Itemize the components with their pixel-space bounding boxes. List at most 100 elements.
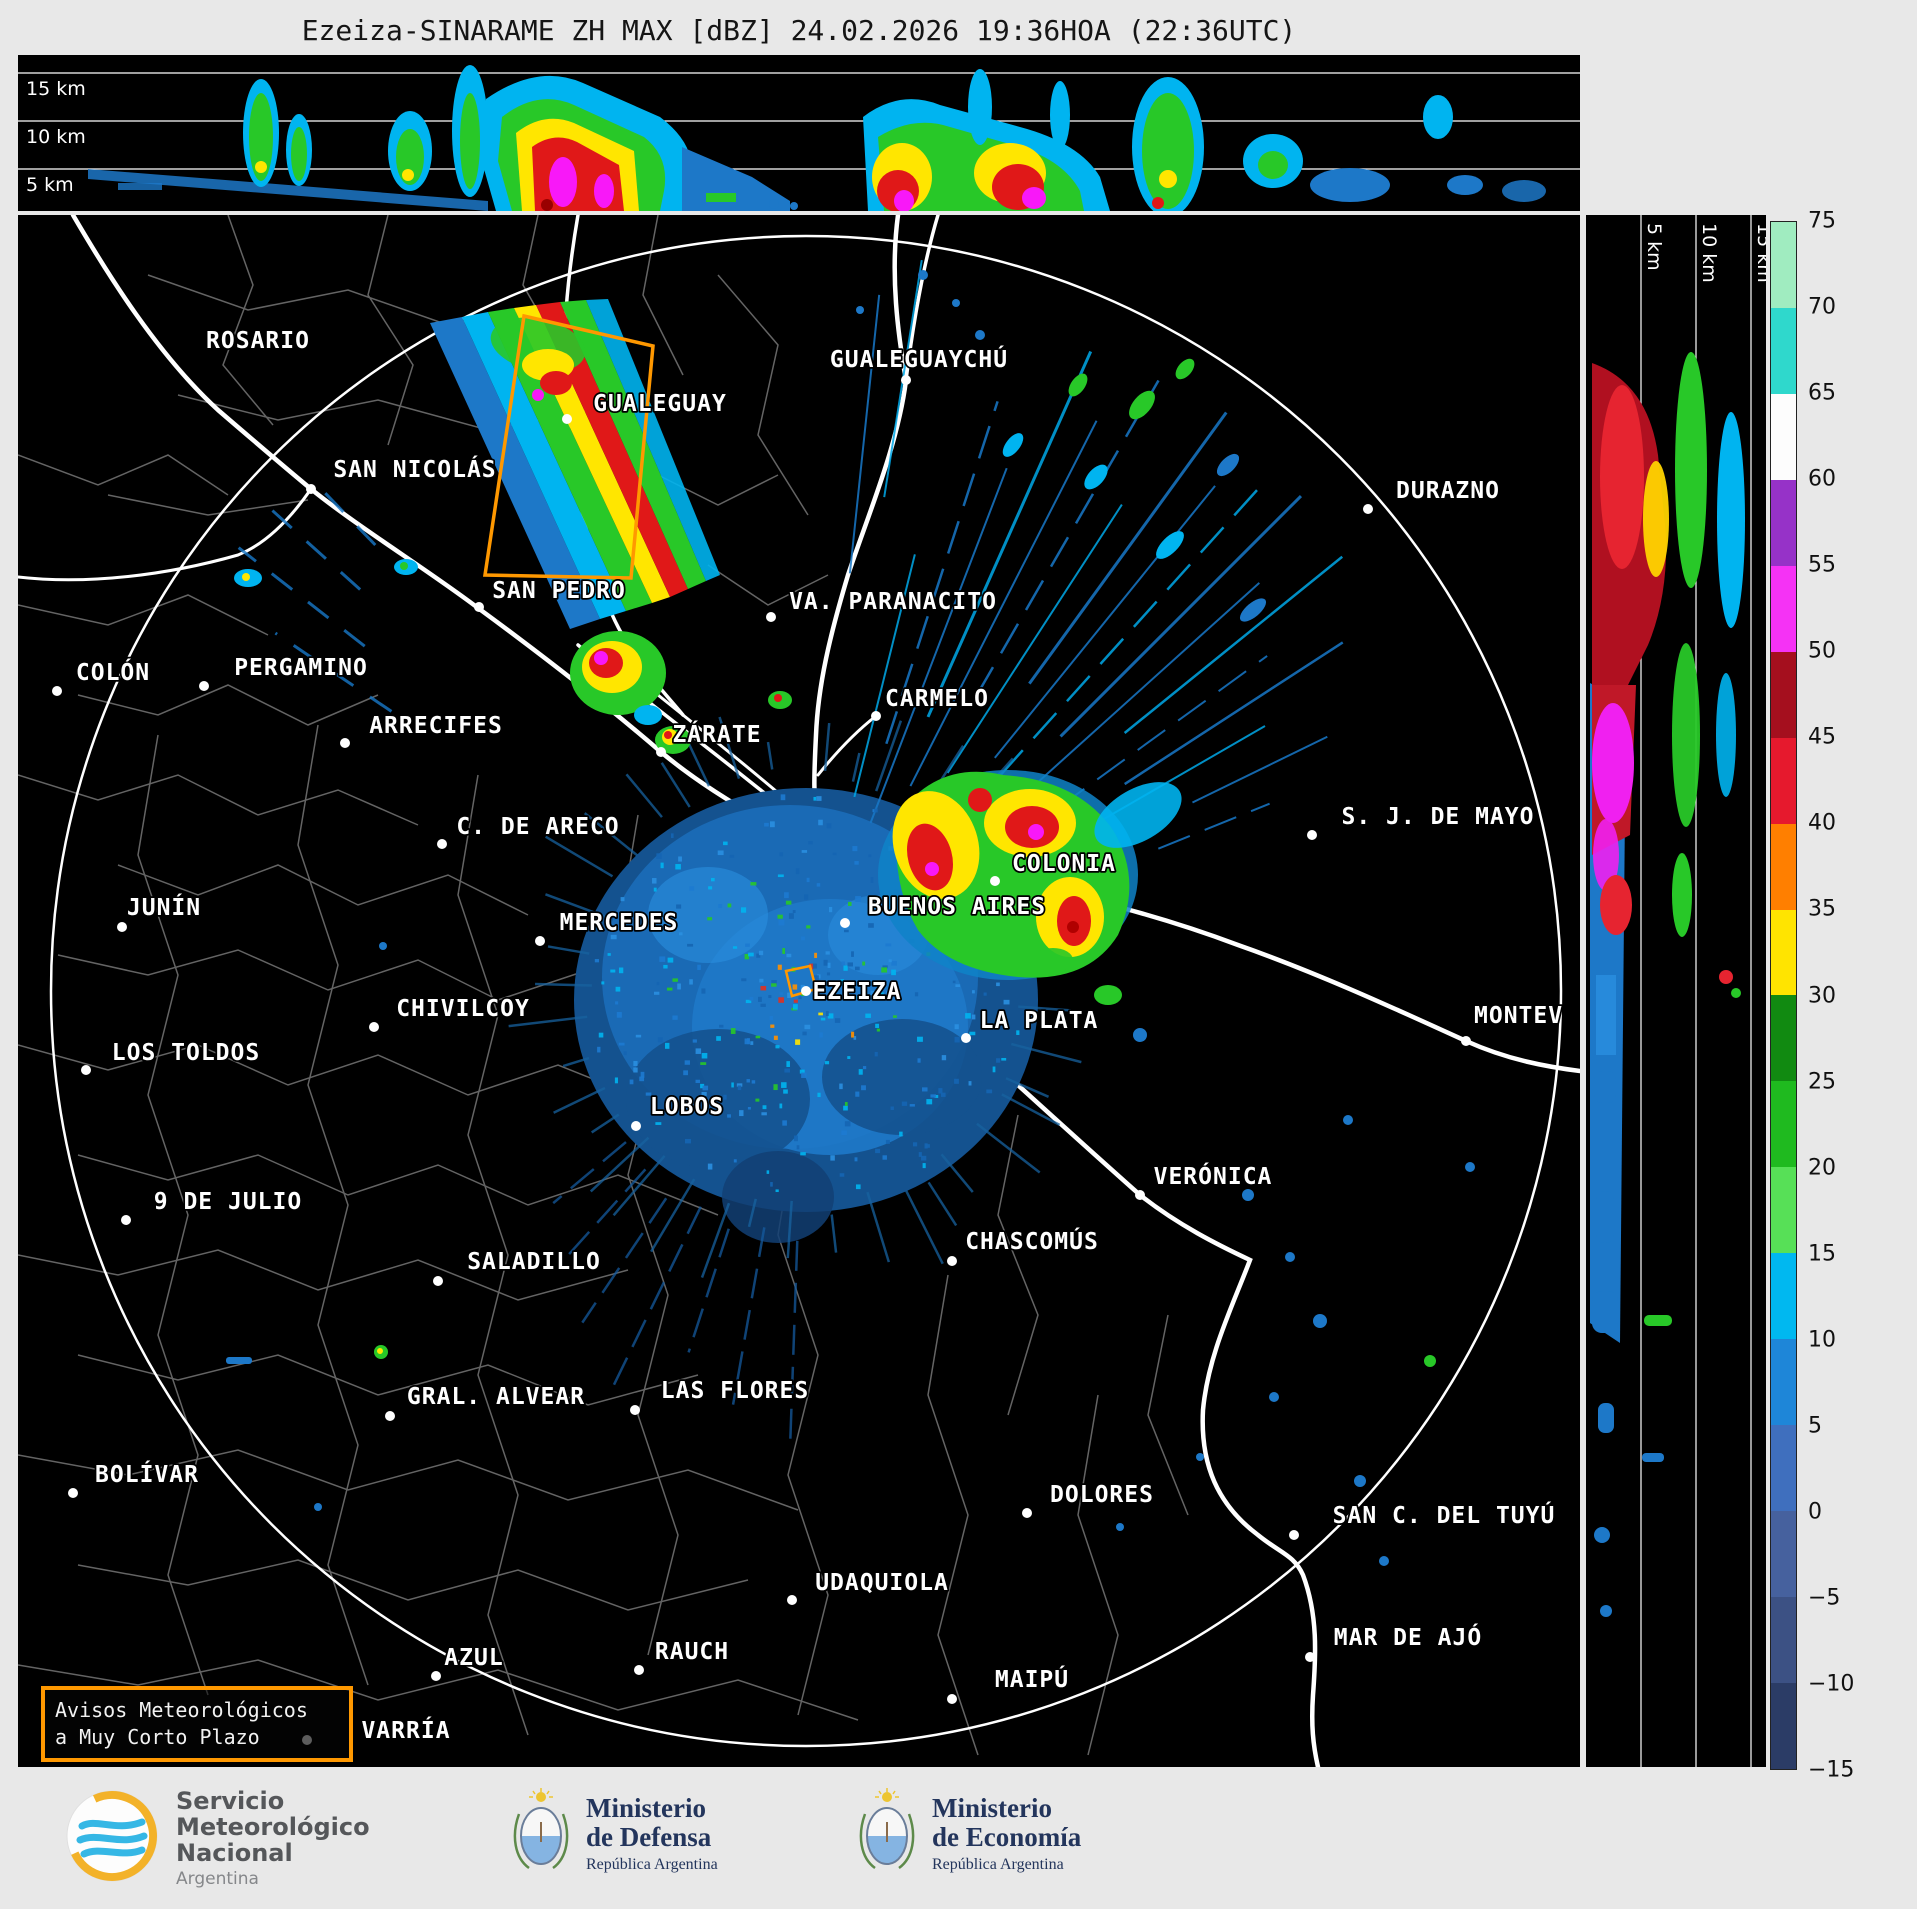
city-dot xyxy=(871,711,881,721)
city-label: GUALEGUAYCHÚ xyxy=(830,345,1008,373)
city-dot xyxy=(433,1276,443,1286)
city-label: LOBOS xyxy=(650,1094,724,1120)
colorbar-tick: 65 xyxy=(1808,381,1836,406)
height-label: 10 km xyxy=(1698,223,1720,283)
city-dot xyxy=(1363,504,1373,514)
city-label: MERCEDES xyxy=(560,910,679,936)
top-echoes xyxy=(88,65,1546,211)
footer: Servicio Meteorológico Nacional Argentin… xyxy=(0,1778,1917,1909)
city-dot xyxy=(562,414,572,424)
ministry-name-line: Ministerio xyxy=(586,1794,718,1823)
city-label: VERÓNICA xyxy=(1154,1162,1273,1190)
city-dot xyxy=(840,918,850,928)
top-height-labels: 15 km10 km5 km xyxy=(26,78,86,196)
colorbar-tick: 35 xyxy=(1808,897,1836,922)
city-label: SAN NICOLÁS xyxy=(333,455,496,483)
ministry-subtitle: República Argentina xyxy=(932,1856,1081,1874)
warning-line-1: Avisos Meteorológicos xyxy=(55,1697,339,1724)
city-dot xyxy=(1305,1652,1315,1662)
city-dot xyxy=(1289,1530,1299,1540)
city-dot xyxy=(1022,1508,1032,1518)
city-label: COLÓN xyxy=(76,658,150,686)
city-dot xyxy=(68,1488,78,1498)
city-dot xyxy=(199,681,209,691)
city-dot xyxy=(117,922,127,932)
city-label: BUENOS AIRES xyxy=(868,894,1046,920)
colorbar-tick: 40 xyxy=(1808,811,1836,836)
radar-map-panel: ROSARIO GUALEGUAYCHÚ GUALEGUAY SAN NICOLÁS D… xyxy=(18,215,1580,1767)
city-dot xyxy=(121,1215,131,1225)
ministry-subtitle: República Argentina xyxy=(586,1856,718,1874)
city-label: ARRECIFES xyxy=(369,713,503,739)
city-label: SALADILLO xyxy=(467,1249,601,1275)
city-dot xyxy=(947,1694,957,1704)
city-label: UDAQUIOLA xyxy=(815,1570,949,1596)
city-dot xyxy=(1307,830,1317,840)
colorbar-tick: 25 xyxy=(1808,1069,1836,1094)
city-label: RAUCH xyxy=(655,1639,729,1665)
city-label: C. DE ARECO xyxy=(456,814,619,840)
city-label: GRAL. ALVEAR xyxy=(407,1384,585,1410)
city-dot xyxy=(631,1121,641,1131)
height-label: 5 km xyxy=(26,174,74,196)
city-dot xyxy=(990,876,1000,886)
warning-box: Avisos Meteorológicos a Muy Corto Plazo xyxy=(41,1686,353,1762)
city-label: LOS TOLDOS xyxy=(112,1040,260,1066)
ministry-name-line: de Defensa xyxy=(586,1823,718,1852)
colorbar-tick: −10 xyxy=(1808,1671,1854,1696)
city-label: SAN C. DEL TUYÚ xyxy=(1333,1501,1556,1529)
city-label: AZUL xyxy=(444,1645,503,1671)
city-label: LA PLATA xyxy=(980,1008,1099,1034)
city-dot xyxy=(474,602,484,612)
height-label: 5 km xyxy=(1643,223,1665,271)
city-dot xyxy=(1135,1190,1145,1200)
city-label: EZEIZA xyxy=(812,979,901,1005)
city-dot xyxy=(766,612,776,622)
right-cross-section-panel: 5 km 10 km 15 km xyxy=(1586,215,1766,1767)
colorbar-tick: 60 xyxy=(1808,467,1836,492)
city-label: BOLÍVAR xyxy=(95,1460,199,1488)
city-dot xyxy=(340,738,350,748)
colorbar-tick: 10 xyxy=(1808,1327,1836,1352)
colorbar-tick: 75 xyxy=(1808,209,1836,234)
city-label: VARRÍA xyxy=(361,1716,450,1744)
city-dot xyxy=(431,1671,441,1681)
city-dot xyxy=(801,986,811,996)
city-label: 9 DE JULIO xyxy=(154,1189,302,1215)
colorbar-tick: −5 xyxy=(1808,1585,1840,1610)
colorbar-tick: 20 xyxy=(1808,1155,1836,1180)
city-dot xyxy=(961,1033,971,1043)
coat-of-arms-icon xyxy=(512,1788,570,1874)
colorbar-tick-labels: 75 70 65 60 55 50 45 40 35 30 25 20 15 10 5 0 −5 −10 −15 xyxy=(1770,221,1890,1770)
city-dot xyxy=(306,484,316,494)
city-dot xyxy=(385,1411,395,1421)
city-dot xyxy=(634,1665,644,1675)
city-dot xyxy=(787,1595,797,1605)
city-dot xyxy=(535,936,545,946)
height-label: 10 km xyxy=(26,126,86,148)
city-label: DURAZNO xyxy=(1396,478,1500,504)
city-label: MAIPÚ xyxy=(995,1665,1069,1693)
city-label: ZÁRATE xyxy=(672,720,761,748)
city-dot xyxy=(901,375,911,385)
colorbar-tick: 45 xyxy=(1808,725,1836,750)
city-label: MONTEV xyxy=(1474,1003,1563,1029)
smn-name-line: Servicio xyxy=(176,1788,370,1814)
smn-country: Argentina xyxy=(176,1869,370,1889)
colorbar-tick: 5 xyxy=(1808,1413,1822,1438)
city-label: ROSARIO xyxy=(206,328,310,354)
city-dot xyxy=(1461,1036,1471,1046)
colorbar: 75 70 65 60 55 50 45 40 35 30 25 20 15 10 5 0 −5 −10 −15 xyxy=(1770,221,1890,1770)
colorbar-tick: 55 xyxy=(1808,553,1836,578)
city-label: CHIVILCOY xyxy=(396,996,530,1022)
colorbar-tick: 0 xyxy=(1808,1499,1822,1524)
city-label: LAS FLORES xyxy=(661,1378,809,1404)
colorbar-tick: 15 xyxy=(1808,1241,1836,1266)
colorbar-tick: 70 xyxy=(1808,295,1836,320)
top-cross-section-panel: 15 km 10 km 5 km xyxy=(18,55,1580,211)
city-dot xyxy=(437,839,447,849)
city-label: JUNÍN xyxy=(127,893,201,921)
city-dot xyxy=(656,747,666,757)
defensa-logo-block: Ministerio de Defensa República Argentin… xyxy=(512,1788,718,1874)
ministry-name-line: de Economía xyxy=(932,1823,1081,1852)
